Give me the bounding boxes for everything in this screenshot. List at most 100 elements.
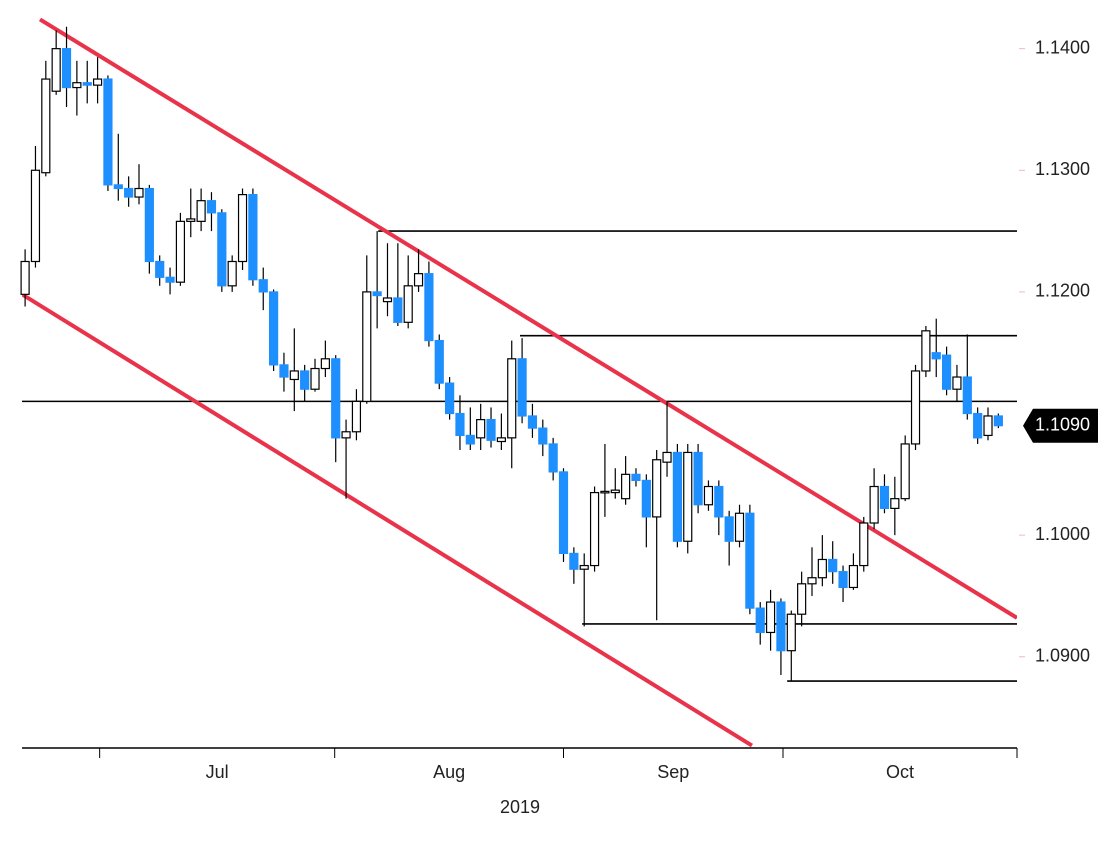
candle-body xyxy=(227,260,237,287)
candle-body xyxy=(20,260,30,295)
candle-body xyxy=(124,187,134,198)
candle-body xyxy=(693,451,703,506)
candle-body xyxy=(113,184,123,190)
candle-body xyxy=(600,490,610,494)
candle-body xyxy=(186,218,196,222)
candle-body xyxy=(610,489,620,494)
y-tick-label: 1.1400 xyxy=(1035,37,1090,57)
candle-body xyxy=(548,443,558,473)
candle-body xyxy=(527,415,538,429)
candle-body xyxy=(82,82,92,86)
candle-body xyxy=(621,473,631,500)
candle-body xyxy=(931,352,941,360)
candle-body xyxy=(724,516,734,542)
candle-body xyxy=(569,552,579,570)
candle-body xyxy=(983,415,993,437)
candle-body xyxy=(776,601,786,652)
candle-body xyxy=(683,451,693,542)
price-label: 1.1090 xyxy=(1035,414,1090,434)
x-tick-label: Oct xyxy=(886,762,914,782)
candle-body xyxy=(382,297,393,303)
candle-body xyxy=(279,364,289,378)
candle-body xyxy=(496,437,506,443)
candle-body xyxy=(631,473,641,482)
candle-body xyxy=(331,358,341,439)
candle-body xyxy=(134,187,144,198)
candle-body xyxy=(248,194,258,281)
candle-body xyxy=(455,412,465,437)
candle-body xyxy=(941,354,952,390)
candle-body xyxy=(910,370,921,445)
candle-body xyxy=(714,485,724,518)
candle-body xyxy=(558,471,569,554)
candle-body xyxy=(268,291,279,366)
candle-body xyxy=(755,607,765,634)
candle-body xyxy=(962,376,972,415)
y-tick-label: 1.0900 xyxy=(1035,646,1090,666)
candle-body xyxy=(517,358,527,417)
candle-body xyxy=(310,367,320,390)
candle-body xyxy=(206,200,217,214)
candle-body xyxy=(703,485,714,506)
candle-body xyxy=(848,564,859,589)
candle-body xyxy=(465,434,475,445)
candle-body xyxy=(993,415,1003,427)
candle-body xyxy=(662,451,672,463)
candle-body xyxy=(103,78,113,186)
candle-body xyxy=(745,512,755,609)
y-tick-label: 1.1300 xyxy=(1035,159,1090,179)
candle-body xyxy=(51,48,61,92)
candle-body xyxy=(890,498,900,509)
candle-body xyxy=(300,370,310,390)
candle-body xyxy=(973,412,983,439)
channel-line xyxy=(22,292,753,748)
candle-body xyxy=(507,358,517,439)
candle-body xyxy=(144,187,154,263)
candle-body xyxy=(320,358,330,370)
candle-body xyxy=(175,220,186,283)
candle-body xyxy=(589,491,600,567)
candle-body xyxy=(196,200,206,222)
candle-body xyxy=(579,564,589,570)
candle-body xyxy=(165,276,175,283)
candle-body xyxy=(41,78,51,174)
candle-body xyxy=(393,297,403,323)
candle-body xyxy=(372,291,382,297)
candle-body xyxy=(786,613,796,652)
candle-body xyxy=(424,273,434,342)
y-tick-label: 1.1200 xyxy=(1035,281,1090,301)
candle-body xyxy=(289,370,299,381)
candle-body xyxy=(828,558,838,573)
candle-body xyxy=(641,479,651,518)
candle-body xyxy=(155,260,165,278)
x-axis-label: 2019 xyxy=(500,797,540,817)
candle-body xyxy=(413,273,424,287)
candle-body xyxy=(817,558,827,579)
candle-body xyxy=(476,419,486,439)
x-tick-label: Aug xyxy=(433,762,465,782)
price-marker xyxy=(1023,408,1098,443)
candle-body xyxy=(765,601,776,634)
candle-body xyxy=(362,291,372,402)
candle-body xyxy=(445,382,455,415)
candle-body xyxy=(869,485,879,524)
candle-body xyxy=(797,583,807,615)
candle-body xyxy=(672,451,682,542)
candle-body xyxy=(237,194,248,263)
y-tick-label: 1.1000 xyxy=(1035,524,1090,544)
candle-body xyxy=(217,212,227,287)
candle-body xyxy=(341,431,351,439)
candle-body xyxy=(61,48,72,89)
candle-body xyxy=(952,376,962,390)
candle-body xyxy=(900,443,910,500)
candle-body xyxy=(807,577,817,585)
candle-body xyxy=(30,169,41,263)
candle-body xyxy=(921,330,931,372)
candle-body xyxy=(538,427,548,445)
candle-body xyxy=(92,78,103,86)
candle-body xyxy=(258,279,268,293)
candle-body xyxy=(879,485,890,509)
candle-body xyxy=(486,419,496,441)
candle-body xyxy=(72,82,82,89)
